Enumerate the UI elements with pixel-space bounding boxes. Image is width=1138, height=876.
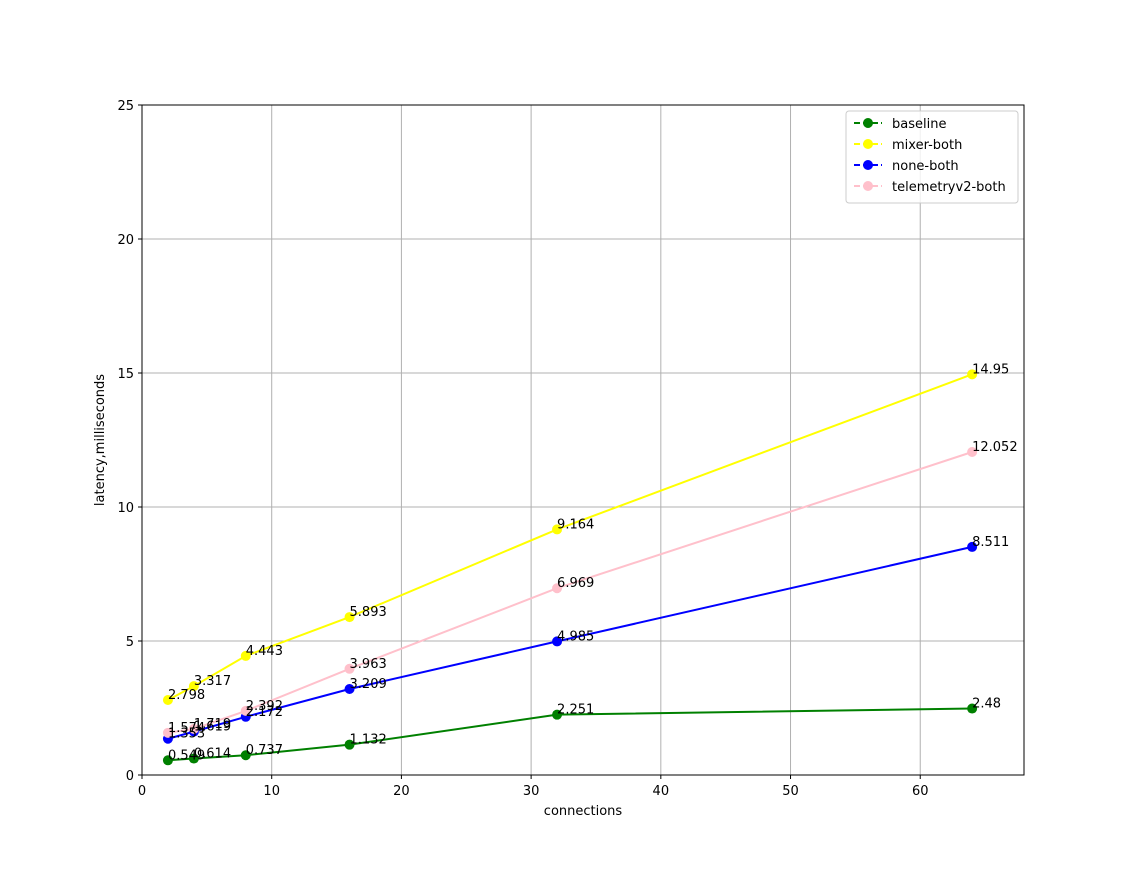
data-point-baseline (188, 753, 199, 764)
data-label-telemetryv2-both: 2.392 (246, 699, 283, 714)
series-lines (162, 369, 978, 766)
data-label-baseline: 2.48 (972, 697, 1001, 712)
legend-marker-telemetryv2-both (863, 181, 873, 191)
legend-marker-mixer-both (863, 139, 873, 149)
data-label-baseline: 0.549 (168, 748, 205, 763)
data-label-telemetryv2-both: 6.969 (557, 576, 594, 591)
data-point-baseline (344, 739, 355, 750)
axes: 0 10 20 30 40 50 60 0 5 10 15 20 25 (117, 99, 1025, 799)
data-label-baseline: 1.132 (350, 733, 387, 748)
y-tick-label: 5 (126, 635, 134, 650)
x-tick-label: 60 (912, 784, 929, 799)
series-line-telemetryv2-both (167, 451, 973, 734)
data-label-mixer-both: 5.893 (350, 605, 387, 620)
data-label-none-both: 8.511 (972, 535, 1009, 550)
data-label-mixer-both: 14.95 (972, 362, 1009, 377)
data-point-telemetryv2-both (344, 663, 355, 674)
legend-label-telemetryv2-both: telemetryv2-both (892, 180, 1006, 195)
data-label-none-both: 2.172 (246, 705, 283, 720)
data-label-mixer-both: 3.317 (194, 674, 231, 689)
legend-box (845, 110, 1019, 204)
data-point-baseline (240, 750, 251, 761)
data-point-mixer-both (188, 681, 199, 692)
legend: baseline mixer-both none-both telemetryv2-b… (845, 110, 1019, 204)
series-line-mixer-both (167, 373, 973, 701)
data-label-telemetryv2-both: 3.963 (350, 657, 387, 672)
y-tick-label: 15 (117, 367, 134, 382)
x-tick-label: 40 (653, 784, 670, 799)
data-point-none-both (344, 683, 355, 694)
y-tick-label: 0 (126, 769, 134, 784)
data-label-telemetryv2-both: 12.052 (972, 440, 1018, 455)
data-point-none-both (552, 636, 563, 647)
data-point-telemetryv2-both (162, 727, 173, 738)
data-point-telemetryv2-both (552, 583, 563, 594)
data-point-mixer-both (967, 369, 978, 380)
data-label-mixer-both: 9.164 (557, 517, 594, 532)
data-point-mixer-both (162, 695, 173, 706)
data-point-telemetryv2-both (188, 723, 199, 734)
grid-lines (141, 104, 1024, 776)
y-tick-label: 25 (117, 99, 134, 114)
y-tick-label: 10 (117, 501, 134, 516)
data-point-mixer-both (344, 612, 355, 623)
legend-label-baseline: baseline (892, 117, 946, 132)
x-tick-label: 10 (263, 784, 280, 799)
y-axis-label: latency,milliseconds (93, 374, 108, 506)
x-tick-label: 20 (393, 784, 410, 799)
legend-marker-none-both (863, 160, 873, 170)
data-point-telemetryv2-both (967, 447, 978, 458)
x-tick-label: 50 (782, 784, 799, 799)
data-point-baseline (162, 755, 173, 766)
data-point-mixer-both (552, 524, 563, 535)
legend-label-none-both: none-both (892, 159, 959, 174)
data-label-none-both: 1.619 (194, 720, 231, 735)
data-point-baseline (552, 709, 563, 720)
data-label-none-both: 1.353 (168, 727, 205, 742)
data-label-none-both: 3.209 (350, 677, 387, 692)
data-point-telemetryv2-both (240, 705, 251, 716)
data-label-mixer-both: 4.443 (246, 644, 283, 659)
data-label-none-both: 4.985 (557, 629, 594, 644)
data-label-baseline: 0.614 (194, 747, 231, 762)
data-point-baseline (967, 703, 978, 714)
data-label-telemetryv2-both: 1.719 (194, 717, 231, 732)
data-point-mixer-both (240, 650, 251, 661)
x-tick-label: 30 (523, 784, 540, 799)
data-label-baseline: 0.737 (246, 743, 283, 758)
y-tick-label: 20 (117, 233, 134, 248)
x-tick-label: 0 (138, 784, 146, 799)
data-label-baseline: 2.251 (557, 703, 594, 718)
data-point-none-both (967, 541, 978, 552)
data-label-mixer-both: 2.798 (168, 688, 205, 703)
plot-frame (141, 104, 1025, 776)
legend-label-mixer-both: mixer-both (892, 138, 962, 153)
legend-marker-baseline (863, 118, 873, 128)
data-label-telemetryv2-both: 1.574 (168, 721, 205, 736)
x-axis-label: connections (544, 804, 623, 819)
